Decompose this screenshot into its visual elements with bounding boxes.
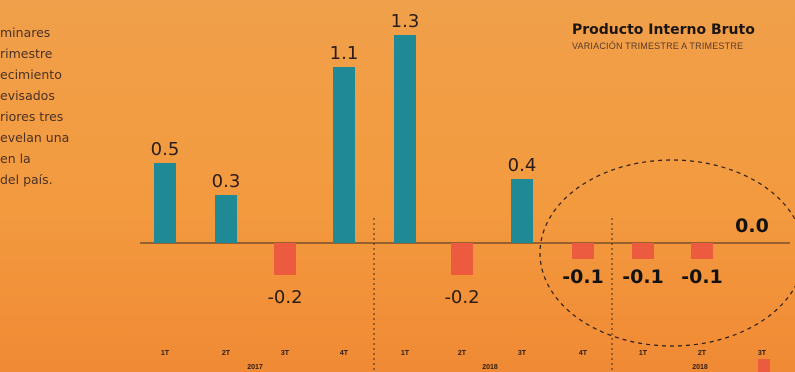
value-label: 1.3 [391,11,420,32]
value-label: -0.1 [562,266,604,288]
value-label: 1.1 [330,43,359,64]
year-label: 2018 [482,364,498,371]
year-label: 2017 [247,364,263,371]
bar [394,35,416,243]
bar [691,243,713,259]
bar [154,163,176,243]
tick-label: 1T [401,350,410,357]
bar [572,243,594,259]
intro-text-line: del país. [0,172,53,187]
value-label: -0.1 [681,266,723,288]
tick-label: 2T [222,350,231,357]
tick-label: 4T [579,350,588,357]
tick-label: 3T [758,350,767,357]
chart-title: Producto Interno Bruto [572,22,755,38]
intro-text-line: evisados [0,88,55,103]
chart-subtitle: VARIACIÓN TRIMESTRE A TRIMESTRE [572,41,744,51]
value-label: 0.0 [735,215,769,237]
intro-text-line: minares [0,25,51,40]
highlight-ellipse [539,159,795,347]
intro-text-line: en la [0,151,31,166]
tick-label: 4T [340,350,349,357]
partial-bar [758,359,770,372]
value-label: -0.2 [444,287,479,308]
value-label: 0.5 [151,139,180,160]
tick-label: 3T [281,350,290,357]
bar [451,243,473,275]
intro-text: minares rimestre ecimiento evisados riores t… [0,22,135,190]
intro-text-line: rimestre [0,46,53,61]
bar [333,67,355,243]
intro-text-line: evelan una [0,130,70,145]
intro-text-line: ecimiento [0,67,62,82]
bar [274,243,296,275]
value-label: -0.2 [267,287,302,308]
year-label: 2018 [692,364,708,371]
bar [511,179,533,243]
tick-label: 3T [518,350,527,357]
tick-label: 1T [639,350,648,357]
bar [632,243,654,259]
value-label: 0.4 [508,155,537,176]
tick-label: 1T [161,350,170,357]
bar [215,195,237,243]
value-label: -0.1 [622,266,664,288]
value-label: 0.3 [212,171,241,192]
tick-label: 2T [458,350,467,357]
intro-text-line: riores tres [0,109,64,124]
tick-label: 2T [698,350,707,357]
